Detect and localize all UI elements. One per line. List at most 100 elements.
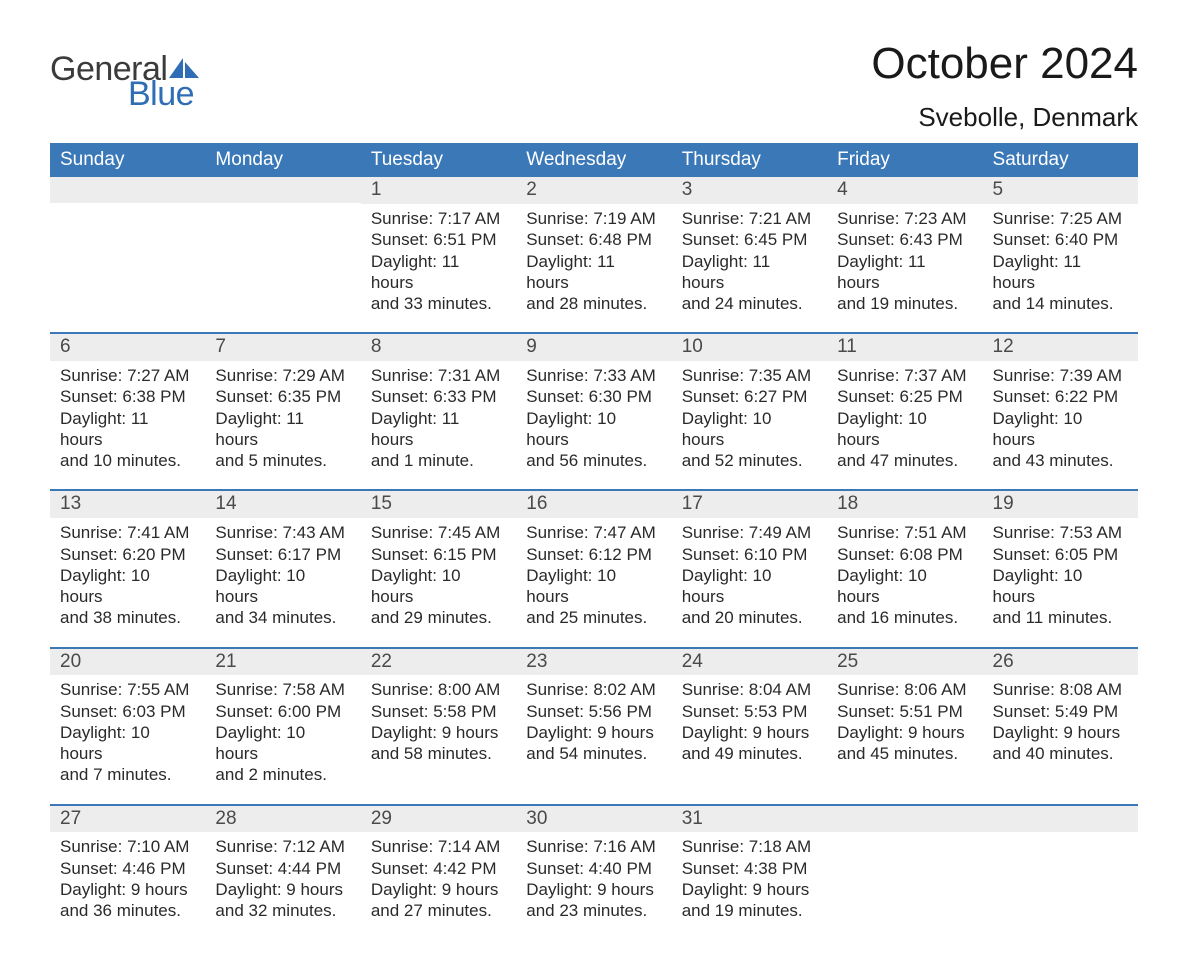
day-number: 5 [983, 177, 1138, 204]
daylight-line-2: and 40 minutes. [993, 743, 1128, 764]
daylight-line: Daylight: 10 hours [837, 408, 972, 451]
day-body: Sunrise: 7:55 AMSunset: 6:03 PMDaylight:… [50, 675, 205, 785]
day-body: Sunrise: 7:47 AMSunset: 6:12 PMDaylight:… [516, 518, 671, 628]
daylight-line-2: and 25 minutes. [526, 607, 661, 628]
day-cell [50, 177, 205, 332]
day-number: 22 [361, 649, 516, 676]
sunset-line: Sunset: 6:33 PM [371, 386, 506, 407]
sunset-line: Sunset: 6:22 PM [993, 386, 1128, 407]
day-body: Sunrise: 7:14 AMSunset: 4:42 PMDaylight:… [361, 832, 516, 921]
sunset-line: Sunset: 6:51 PM [371, 229, 506, 250]
day-cell: 26Sunrise: 8:08 AMSunset: 5:49 PMDayligh… [983, 649, 1138, 804]
daylight-line-2: and 32 minutes. [215, 900, 350, 921]
daylight-line: Daylight: 11 hours [993, 251, 1128, 294]
sunrise-line: Sunrise: 8:08 AM [993, 679, 1128, 700]
day-body: Sunrise: 7:58 AMSunset: 6:00 PMDaylight:… [205, 675, 360, 785]
daylight-line: Daylight: 10 hours [682, 408, 817, 451]
day-number: 8 [361, 334, 516, 361]
day-number: 3 [672, 177, 827, 204]
sunset-line: Sunset: 5:53 PM [682, 701, 817, 722]
day-number: 2 [516, 177, 671, 204]
day-cell: 16Sunrise: 7:47 AMSunset: 6:12 PMDayligh… [516, 491, 671, 646]
day-cell: 30Sunrise: 7:16 AMSunset: 4:40 PMDayligh… [516, 806, 671, 940]
sunrise-line: Sunrise: 7:35 AM [682, 365, 817, 386]
day-number: 7 [205, 334, 360, 361]
sunrise-line: Sunrise: 7:16 AM [526, 836, 661, 857]
daylight-line: Daylight: 10 hours [215, 722, 350, 765]
day-cell: 17Sunrise: 7:49 AMSunset: 6:10 PMDayligh… [672, 491, 827, 646]
day-body: Sunrise: 7:31 AMSunset: 6:33 PMDaylight:… [361, 361, 516, 471]
daylight-line: Daylight: 9 hours [837, 722, 972, 743]
sunrise-line: Sunrise: 7:21 AM [682, 208, 817, 229]
day-number: 28 [205, 806, 360, 833]
logo-word-blue: Blue [128, 75, 199, 114]
daylight-line: Daylight: 10 hours [371, 565, 506, 608]
sunrise-line: Sunrise: 7:37 AM [837, 365, 972, 386]
sunset-line: Sunset: 6:12 PM [526, 544, 661, 565]
weekday-header: Saturday [983, 143, 1138, 177]
week-row: 20Sunrise: 7:55 AMSunset: 6:03 PMDayligh… [50, 647, 1138, 804]
daylight-line-2: and 43 minutes. [993, 450, 1128, 471]
sunrise-line: Sunrise: 7:14 AM [371, 836, 506, 857]
weekday-header: Wednesday [516, 143, 671, 177]
daylight-line: Daylight: 9 hours [526, 722, 661, 743]
day-cell: 31Sunrise: 7:18 AMSunset: 4:38 PMDayligh… [672, 806, 827, 940]
day-number: 9 [516, 334, 671, 361]
day-body: Sunrise: 7:45 AMSunset: 6:15 PMDaylight:… [361, 518, 516, 628]
sunrise-line: Sunrise: 7:17 AM [371, 208, 506, 229]
day-body: Sunrise: 7:17 AMSunset: 6:51 PMDaylight:… [361, 204, 516, 314]
daylight-line: Daylight: 10 hours [526, 408, 661, 451]
sunrise-line: Sunrise: 7:18 AM [682, 836, 817, 857]
daylight-line-2: and 28 minutes. [526, 293, 661, 314]
day-cell: 3Sunrise: 7:21 AMSunset: 6:45 PMDaylight… [672, 177, 827, 332]
day-cell: 7Sunrise: 7:29 AMSunset: 6:35 PMDaylight… [205, 334, 360, 489]
day-number: 25 [827, 649, 982, 676]
day-cell: 28Sunrise: 7:12 AMSunset: 4:44 PMDayligh… [205, 806, 360, 940]
day-cell: 19Sunrise: 7:53 AMSunset: 6:05 PMDayligh… [983, 491, 1138, 646]
daylight-line: Daylight: 10 hours [60, 722, 195, 765]
sunrise-line: Sunrise: 7:29 AM [215, 365, 350, 386]
sunset-line: Sunset: 6:15 PM [371, 544, 506, 565]
daylight-line-2: and 33 minutes. [371, 293, 506, 314]
day-cell: 11Sunrise: 7:37 AMSunset: 6:25 PMDayligh… [827, 334, 982, 489]
daylight-line: Daylight: 11 hours [682, 251, 817, 294]
sunrise-line: Sunrise: 7:55 AM [60, 679, 195, 700]
day-body: Sunrise: 7:49 AMSunset: 6:10 PMDaylight:… [672, 518, 827, 628]
day-number [50, 177, 205, 203]
sunrise-line: Sunrise: 7:45 AM [371, 522, 506, 543]
weekday-header-row: Sunday Monday Tuesday Wednesday Thursday… [50, 143, 1138, 177]
day-body: Sunrise: 8:02 AMSunset: 5:56 PMDaylight:… [516, 675, 671, 764]
day-body: Sunrise: 7:27 AMSunset: 6:38 PMDaylight:… [50, 361, 205, 471]
day-cell: 1Sunrise: 7:17 AMSunset: 6:51 PMDaylight… [361, 177, 516, 332]
day-cell [827, 806, 982, 940]
daylight-line-2: and 16 minutes. [837, 607, 972, 628]
sunrise-line: Sunrise: 7:58 AM [215, 679, 350, 700]
sunset-line: Sunset: 6:40 PM [993, 229, 1128, 250]
daylight-line: Daylight: 10 hours [215, 565, 350, 608]
sunset-line: Sunset: 6:17 PM [215, 544, 350, 565]
day-number: 12 [983, 334, 1138, 361]
day-number: 23 [516, 649, 671, 676]
daylight-line-2: and 24 minutes. [682, 293, 817, 314]
sunrise-line: Sunrise: 7:53 AM [993, 522, 1128, 543]
daylight-line-2: and 2 minutes. [215, 764, 350, 785]
day-number: 14 [205, 491, 360, 518]
daylight-line-2: and 5 minutes. [215, 450, 350, 471]
daylight-line: Daylight: 11 hours [837, 251, 972, 294]
sunset-line: Sunset: 6:35 PM [215, 386, 350, 407]
day-body: Sunrise: 7:51 AMSunset: 6:08 PMDaylight:… [827, 518, 982, 628]
title-block: October 2024 Svebolle, Denmark [871, 40, 1138, 133]
day-number: 19 [983, 491, 1138, 518]
weekday-header: Thursday [672, 143, 827, 177]
sunset-line: Sunset: 5:56 PM [526, 701, 661, 722]
daylight-line: Daylight: 10 hours [837, 565, 972, 608]
day-body: Sunrise: 7:23 AMSunset: 6:43 PMDaylight:… [827, 204, 982, 314]
daylight-line-2: and 27 minutes. [371, 900, 506, 921]
sunrise-line: Sunrise: 8:04 AM [682, 679, 817, 700]
sunset-line: Sunset: 6:38 PM [60, 386, 195, 407]
sunset-line: Sunset: 6:10 PM [682, 544, 817, 565]
day-number: 6 [50, 334, 205, 361]
daylight-line: Daylight: 10 hours [993, 408, 1128, 451]
day-body: Sunrise: 8:00 AMSunset: 5:58 PMDaylight:… [361, 675, 516, 764]
weekday-header: Sunday [50, 143, 205, 177]
